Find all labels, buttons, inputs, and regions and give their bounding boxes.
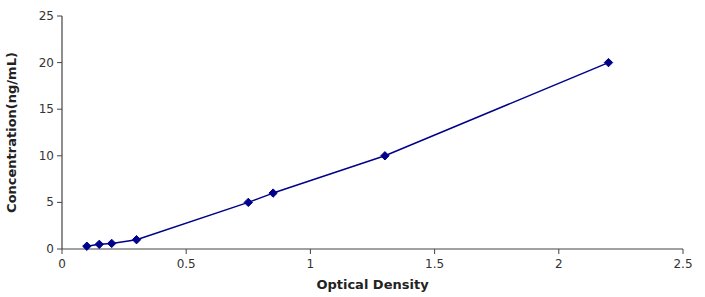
x-tick (558, 249, 559, 254)
marker (269, 189, 277, 197)
x-tick (186, 249, 187, 254)
page: {"chart_data": {"type": "line", "x": [0.… (0, 0, 705, 297)
y-tick-label: 0 (46, 242, 54, 256)
x-tick (683, 249, 684, 254)
marker (244, 198, 252, 206)
y-tick (57, 155, 62, 156)
y-tick (57, 62, 62, 63)
chart-container: 0 0.5 1 1.5 2 2.5 0 5 10 15 20 25 Optical Density Con… (0, 0, 705, 297)
x-tick-label: 1 (307, 257, 315, 271)
y-tick-label: 5 (46, 195, 54, 209)
x-tick-label: 2 (555, 257, 563, 271)
y-tick-label: 15 (39, 102, 54, 116)
x-axis-label: Optical Density (316, 277, 429, 292)
marker (381, 152, 389, 160)
y-tick-label: 25 (39, 9, 54, 23)
axes: 0 0.5 1 1.5 2 2.5 0 5 10 15 20 25 (39, 9, 693, 271)
marker (95, 240, 103, 248)
x-tick (62, 249, 63, 254)
x-tick-label: 1.5 (425, 257, 444, 271)
plot-data (83, 58, 613, 250)
x-axis-line (62, 248, 683, 249)
marker (107, 239, 115, 247)
y-tick (57, 249, 62, 250)
chart: 0 0.5 1 1.5 2 2.5 0 5 10 15 20 25 Optical Density Con… (0, 0, 705, 297)
x-tick (310, 249, 311, 254)
y-tick (57, 202, 62, 203)
y-axis-label: Concentration(ng/mL) (4, 52, 19, 213)
marker (83, 242, 91, 250)
x-tick (434, 249, 435, 254)
marker (132, 235, 140, 243)
y-tick (57, 109, 62, 110)
y-tick-label: 10 (39, 149, 54, 163)
x-tick-label: 0 (58, 257, 66, 271)
y-tick (57, 16, 62, 17)
marker (604, 58, 612, 66)
y-tick-label: 20 (39, 56, 54, 70)
line (87, 63, 609, 247)
y-axis-line (61, 16, 62, 249)
x-tick-label: 0.5 (177, 257, 196, 271)
x-tick-label: 2.5 (673, 257, 692, 271)
